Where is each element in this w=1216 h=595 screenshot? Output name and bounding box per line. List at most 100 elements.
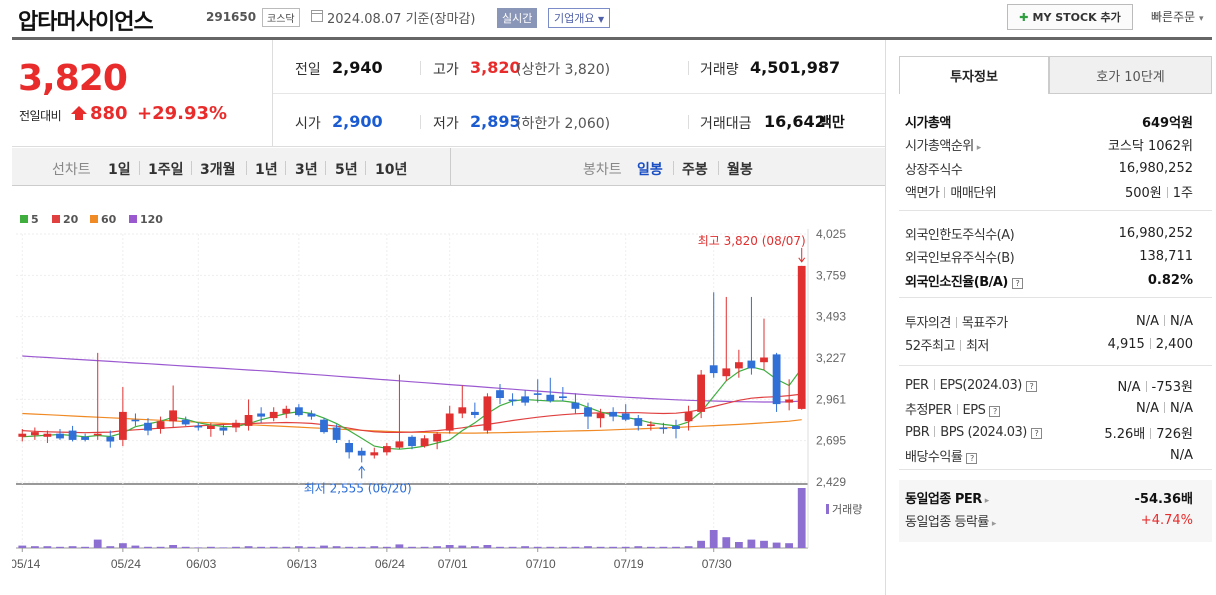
info-value-text: N/A [1170, 401, 1193, 416]
volume-bar [232, 546, 240, 548]
info-row: 시가총액순위 ▸ 코스닥 1062위 [905, 134, 1193, 156]
volume-bar [169, 545, 177, 548]
info-label-text: 동일업종 등락률 [905, 515, 989, 530]
info-value-text: N/A [1170, 448, 1193, 463]
divider [956, 404, 958, 415]
quick-order-button[interactable]: 빠른주문 ▾ [1151, 8, 1204, 25]
info-value-text: 500원 [1124, 186, 1162, 201]
info-value: 5.26배 726원 [1104, 423, 1193, 442]
tab-investment-info[interactable]: 투자정보 [899, 56, 1049, 94]
tab-10y[interactable]: 10년 [375, 162, 408, 178]
info-value-text: N/A [1117, 379, 1141, 395]
divider [933, 378, 935, 390]
info-label: 상장주식수 [905, 159, 963, 178]
candle-body [747, 360, 756, 369]
volume-bar [56, 546, 64, 548]
info-value-text: 0.82% [1147, 272, 1193, 288]
divider [450, 148, 451, 186]
tab-1y[interactable]: 1년 [255, 162, 278, 178]
candle-body [68, 430, 77, 440]
price-chart[interactable]: 4,025 3,759 3,493 3,227 2,961 2,695 2,429 05/14… [12, 186, 874, 572]
tab-1w[interactable]: 1주일 [148, 162, 184, 178]
divider [285, 161, 286, 175]
realtime-button[interactable]: 실시간 [497, 8, 538, 28]
candle-body [760, 357, 768, 363]
volume-bar [156, 546, 165, 548]
help-icon[interactable]: ? [989, 406, 1001, 417]
volume-bar [282, 546, 291, 548]
volume-bar [320, 545, 328, 548]
company-name: 압타머사이언스 [18, 10, 154, 35]
help-icon[interactable]: ? [1030, 427, 1042, 439]
candle-body [647, 424, 655, 426]
volume-bar [43, 546, 52, 548]
info-value: 500원 1주 [1125, 182, 1193, 201]
legend-label: 20 [63, 213, 79, 226]
volume-bar [445, 545, 454, 548]
info-label-text: 외국인한도주식수(A) [905, 227, 1015, 243]
volume-bar [546, 546, 555, 548]
divider [273, 93, 886, 94]
tab-monthly[interactable]: 월봉 [727, 162, 753, 178]
chevron-right-icon[interactable]: ▸ [991, 519, 997, 529]
candle-body [144, 422, 152, 431]
tab-weekly[interactable]: 주봉 [682, 162, 708, 178]
volume-bar [659, 546, 668, 548]
tab-5y[interactable]: 5년 [335, 162, 358, 178]
y-tick-label: 3,227 [816, 351, 846, 365]
company-overview-button[interactable]: 기업개요 ▼ [548, 8, 611, 28]
candle-body [31, 432, 39, 436]
info-label-text: 추정PER [905, 403, 952, 418]
tab-daily[interactable]: 일봉 [637, 162, 663, 178]
chevron-right-icon[interactable]: ▸ [976, 143, 982, 153]
candle-body [320, 419, 328, 433]
tab-order-book[interactable]: 호가 10단계 [1049, 56, 1212, 94]
volume-bar [144, 546, 152, 548]
candle-body [445, 413, 454, 431]
candle-body [169, 410, 177, 422]
tab-3m[interactable]: 3개월 [200, 162, 236, 178]
chevron-down-icon: ▼ [597, 15, 605, 24]
prev-close-label: 전일 [295, 62, 321, 78]
tab-1d[interactable]: 1일 [108, 162, 131, 178]
header-divider [12, 37, 1212, 40]
info-label-text: 배당수익률 [905, 450, 963, 465]
info-value-text: 1주 [1172, 186, 1193, 201]
info-label: 추정PER EPS? [905, 399, 1001, 418]
info-label-text: 시가총액순위 [905, 139, 974, 154]
volume-bar [634, 546, 643, 548]
info-value: 4,915 2,400 [1108, 337, 1193, 352]
help-icon[interactable]: ? [1025, 380, 1037, 392]
divider [718, 161, 719, 175]
chevron-right-icon[interactable]: ▸ [984, 495, 990, 506]
volume-bar [93, 539, 102, 548]
volume-bar [647, 546, 655, 548]
candle-body [106, 436, 115, 442]
market-badge: 코스닥 [262, 8, 300, 27]
divider [899, 210, 1212, 211]
volume-bar [496, 546, 504, 548]
candle-body [584, 407, 592, 417]
divider [688, 61, 689, 75]
volume-bar [697, 540, 705, 548]
info-row: PBR BPS (2024.03)? 5.26배 726원 [905, 421, 1193, 443]
divider [885, 40, 886, 595]
volume-bar [559, 546, 567, 548]
divider [899, 365, 1212, 366]
volume-bar [307, 546, 316, 548]
change-rate: +29.93% [137, 103, 228, 124]
info-row: 외국인보유주식수(B) 138,711 [905, 246, 1193, 268]
help-icon[interactable]: ? [1011, 277, 1023, 289]
divider [934, 425, 936, 437]
x-tick-label: 07/01 [438, 557, 468, 571]
volume-bar [772, 542, 781, 548]
help-icon[interactable]: ? [966, 453, 978, 464]
y-tick-label: 3,759 [816, 268, 846, 282]
add-mystock-button[interactable]: ✚ MY STOCK 추가 [1007, 4, 1133, 30]
info-label-text: 목표주가 [961, 315, 1008, 331]
info-label-text: 동일업종 PER [905, 491, 982, 507]
tab-3y[interactable]: 3년 [295, 162, 318, 178]
volume-bar [106, 546, 115, 548]
volume-bar [533, 546, 542, 548]
high-annotation: 최고 3,820 (08/07) [698, 234, 806, 248]
